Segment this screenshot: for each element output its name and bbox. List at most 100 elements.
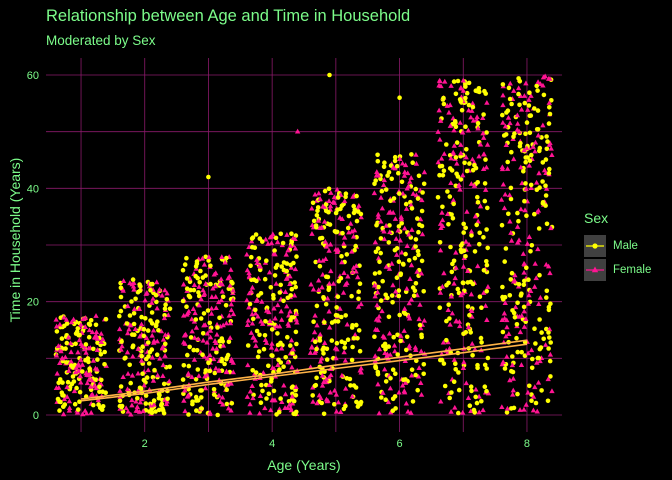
male-point [313,259,319,265]
female-point [323,243,330,249]
male-point [69,363,74,368]
female-point [131,306,138,312]
female-point [266,382,273,388]
female-point [287,281,293,287]
male-point [470,281,476,287]
female-point [408,372,415,378]
female-point [202,373,208,379]
female-point [131,286,137,292]
female-point [451,142,457,148]
male-point [356,296,361,302]
male-point [349,325,355,330]
female-point [378,218,384,224]
male-point [453,367,459,372]
female-point [399,382,406,388]
male-point [421,362,427,367]
male-point [194,408,199,413]
male-point [444,282,449,288]
male-point [256,293,261,298]
male-point [420,190,425,195]
female-point [207,409,213,415]
female-point [353,263,359,268]
male-point [152,367,157,373]
female-point [83,410,90,416]
male-point [130,344,135,350]
female-point [149,300,155,305]
female-triangle-icon [586,266,604,273]
female-point [143,335,150,340]
male-point [465,304,471,309]
female-point [471,183,478,188]
female-point [323,396,330,402]
female-point [419,197,425,203]
male-point [535,127,541,132]
legend: Sex Male Female [584,210,651,282]
male-point [500,82,506,87]
female-point [523,316,529,322]
male-point [447,316,452,321]
male-point [485,355,491,361]
female-point [154,279,160,285]
male-point [180,267,186,273]
male-point [350,344,355,350]
female-point [224,382,231,387]
male-point [294,341,299,347]
male-point [417,322,423,328]
female-point [254,260,260,266]
female-point [162,287,168,293]
female-point [535,79,541,85]
female-point [501,310,508,316]
female-point [228,301,235,307]
female-point [540,82,546,88]
male-point [376,284,381,290]
male-point [403,251,408,257]
male-point [528,249,533,254]
male-point [342,345,348,350]
male-point [329,338,335,343]
female-point [342,357,349,363]
male-point [356,328,362,333]
male-point [547,358,553,364]
male-point [515,210,520,216]
female-point [227,320,234,326]
male-point [449,212,454,217]
female-point [207,352,213,358]
male-point [449,390,454,395]
male-point [481,235,486,240]
male-point [381,164,387,170]
female-point [211,271,217,277]
female-point [484,317,490,322]
female-point [128,322,134,328]
male-point [483,157,488,162]
male-point [461,230,467,235]
male-point [344,252,350,257]
female-point [323,376,330,382]
female-point [465,127,472,133]
female-point [314,322,320,328]
male-point [324,357,330,362]
male-point [472,410,478,415]
female-point [307,350,314,355]
male-point [187,279,193,285]
male-point [458,98,464,104]
male-point [547,166,552,172]
male-point [378,236,384,241]
female-point [267,234,273,240]
male-point [59,345,64,351]
male-point [264,396,269,401]
female-point [160,336,167,342]
female-point [372,293,378,299]
female-point [137,333,143,339]
female-point [477,203,484,209]
female-point [463,238,469,244]
female-point [149,332,155,338]
female-point [255,313,261,319]
female-point [525,300,531,306]
female-point [75,349,81,355]
female-point [144,290,150,295]
male-point [130,277,136,282]
male-point [281,364,286,370]
female-point [341,270,347,275]
male-point [446,302,452,308]
male-point [375,246,381,251]
